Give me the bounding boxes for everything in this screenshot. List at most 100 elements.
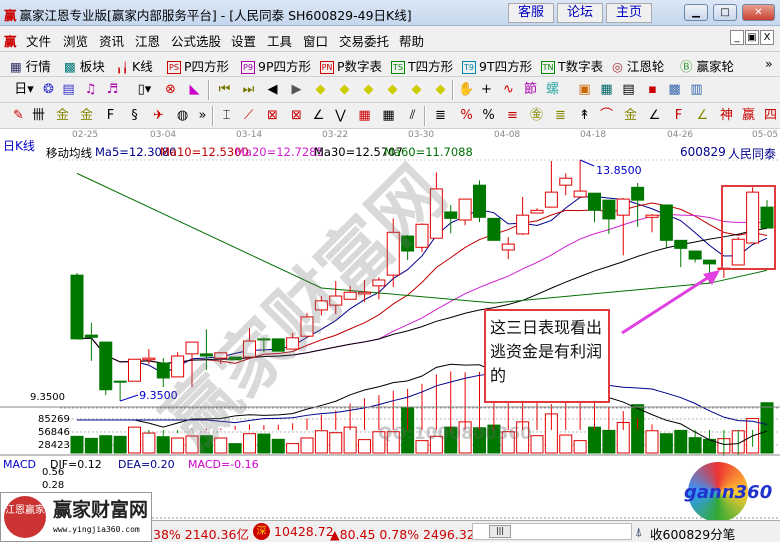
gold2-icon[interactable]: 金: [79, 108, 93, 123]
scroll-thumb[interactable]: |||: [489, 525, 511, 538]
toolbar-item-t-square[interactable]: TS T四方形: [391, 56, 453, 75]
compress-icon[interactable]: ◆: [435, 82, 446, 97]
circle-icon[interactable]: ◍: [176, 108, 189, 123]
cycle-icon[interactable]: ❂: [43, 82, 54, 97]
menu-file[interactable]: 文件: [26, 34, 52, 49]
menu-info[interactable]: 资讯: [99, 34, 125, 49]
forum-button[interactable]: 论坛: [557, 3, 603, 23]
candle-up: [501, 243, 515, 251]
zoom-in-icon[interactable]: ◆: [387, 82, 398, 97]
pen-icon[interactable]: ✎: [13, 108, 24, 123]
horizontal-scrollbar[interactable]: |||: [472, 523, 632, 540]
candle-up: [171, 355, 185, 378]
percent-lines-icon[interactable]: ≡: [507, 108, 518, 123]
numbers-icon[interactable]: 螺: [545, 82, 559, 97]
expand-v-icon[interactable]: ◆: [411, 82, 422, 97]
flag-icon[interactable]: ◣: [189, 82, 200, 97]
zoom-out-icon[interactable]: ◆: [363, 82, 374, 97]
gann-wheel-button[interactable]: ◎ 江恩轮: [612, 56, 664, 75]
god-icon[interactable]: 神: [719, 108, 733, 123]
toolbar-item-t-number[interactable]: TN T数字表: [541, 56, 603, 75]
next-icon[interactable]: ▶: [291, 82, 302, 97]
calculator-icon[interactable]: ▦: [600, 82, 613, 97]
toolbar-item-9t-square[interactable]: T9 9T四方形: [462, 56, 532, 75]
f-angle-icon[interactable]: F: [674, 108, 683, 123]
section-icon[interactable]: 節: [523, 82, 537, 97]
gold3-icon[interactable]: 金: [623, 108, 637, 123]
menu-formula[interactable]: 公式选股: [171, 34, 222, 49]
arrow-icon[interactable]: ↟: [579, 108, 590, 123]
toolbar-item-p-square[interactable]: PS P四方形: [167, 56, 229, 75]
menu-trade[interactable]: 交易委托: [339, 34, 390, 49]
note-icon[interactable]: ▤: [62, 82, 75, 97]
gold-icon[interactable]: 金: [55, 108, 69, 123]
bar-type-dropdown[interactable]: ▯▾: [137, 82, 152, 97]
win-icon[interactable]: 赢: [741, 108, 755, 123]
first-icon[interactable]: ⏮: [218, 82, 231, 97]
mdi-minimize-button[interactable]: _: [730, 30, 744, 45]
menu-help[interactable]: 帮助: [399, 34, 425, 49]
line-icon[interactable]: ∿: [503, 82, 514, 97]
menu-window[interactable]: 窗口: [303, 34, 329, 49]
percent-icon[interactable]: %: [482, 108, 495, 123]
toolbar-item-p-number[interactable]: PN P数字表: [320, 56, 382, 75]
save-icon[interactable]: ▪: [648, 82, 657, 97]
arc-icon[interactable]: ⌒: [599, 108, 613, 123]
maximize-button[interactable]: □: [713, 4, 737, 21]
grid2-icon[interactable]: ▦: [382, 108, 395, 123]
tick-detail-label[interactable]: 收600829分笔: [650, 527, 736, 542]
quotes-button[interactable]: ▦ 行情: [10, 56, 51, 75]
menu-tools[interactable]: 工具: [267, 34, 293, 49]
parallel-icon[interactable]: 卌: [31, 108, 45, 123]
menu-settings[interactable]: 设置: [231, 34, 257, 49]
kline-button[interactable]: ╻╽ K线: [116, 56, 153, 75]
box-icon[interactable]: ⌶: [222, 108, 231, 123]
period-dropdown[interactable]: 日▾: [14, 82, 34, 97]
kline-chart[interactable]: 13.8500 9.3500 9.3500 85269 56846 28423 0.56 0.…: [0, 140, 780, 520]
last-icon[interactable]: ⏭: [242, 82, 255, 97]
close-button[interactable]: ✕: [742, 4, 775, 21]
menu-browse[interactable]: 浏览: [63, 34, 89, 49]
fib-icon[interactable]: F: [106, 108, 115, 123]
homepage-button[interactable]: 主页: [606, 3, 652, 23]
percent-line-icon[interactable]: %: [460, 108, 473, 123]
crosshair-icon[interactable]: +: [481, 82, 492, 97]
mdi-close-button[interactable]: X: [760, 30, 774, 45]
minimize-button[interactable]: ▁: [684, 4, 708, 21]
j-angle-icon[interactable]: ∠: [648, 108, 661, 123]
wave-icon[interactable]: ⋁: [335, 108, 346, 123]
mdi-restore-button[interactable]: ▣: [745, 30, 759, 45]
candle-up: [286, 337, 300, 350]
scroll-left-icon[interactable]: ◆: [315, 82, 326, 97]
rocket-icon[interactable]: ✈: [153, 108, 164, 123]
toolbar-item-9p-square[interactable]: P9 9P四方形: [241, 56, 311, 75]
winner-wheel-button[interactable]: Ⓑ 赢家轮: [680, 56, 734, 75]
hand-icon[interactable]: ✋: [458, 82, 475, 97]
indicator-icon[interactable]: ♫: [84, 82, 97, 97]
prev-icon[interactable]: ◀: [267, 82, 278, 97]
square-icon[interactable]: ⊠: [267, 108, 278, 123]
scroll-right-icon[interactable]: ◆: [339, 82, 350, 97]
four-icon[interactable]: 四: [763, 108, 777, 123]
gold-circle-icon[interactable]: ㊎: [529, 108, 543, 123]
grid-icon[interactable]: ⊗: [165, 82, 176, 97]
lines-icon[interactable]: ⫽: [409, 108, 416, 123]
grid-draw-icon[interactable]: ▦: [358, 108, 371, 123]
service-button[interactable]: 客服: [508, 3, 554, 23]
report-icon[interactable]: ▤: [622, 82, 635, 97]
more-icon[interactable]: »: [198, 108, 207, 123]
network-icon[interactable]: ▩: [668, 82, 681, 97]
ruler-icon[interactable]: ≣: [435, 108, 446, 123]
menu-gann[interactable]: 江恩: [135, 34, 161, 49]
gold-lines-icon[interactable]: ≣: [555, 108, 566, 123]
sector-button[interactable]: ▩ 板块: [64, 56, 105, 75]
indicator9-icon[interactable]: ♬: [106, 82, 119, 97]
fan-icon[interactable]: ⟋: [243, 108, 254, 123]
spiral-icon[interactable]: §: [131, 108, 138, 123]
toolbar-overflow-icon[interactable]: »: [765, 56, 773, 71]
square2-icon[interactable]: ⊠: [291, 108, 302, 123]
gold-angle-icon[interactable]: ∠: [696, 108, 709, 123]
angle-icon[interactable]: ∠: [312, 108, 325, 123]
print-icon[interactable]: ▥: [690, 82, 703, 97]
calendar-icon[interactable]: ▣: [578, 82, 591, 97]
